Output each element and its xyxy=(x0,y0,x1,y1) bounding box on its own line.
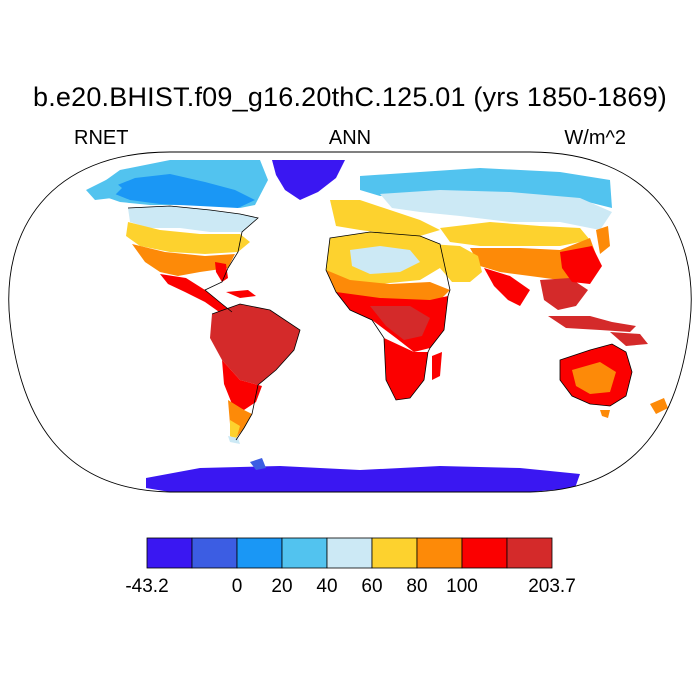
colorbar-box-5 xyxy=(371,537,418,569)
colorbar-label-4: 60 xyxy=(361,576,383,597)
coastlines xyxy=(127,205,633,441)
north-america-south xyxy=(132,244,235,276)
east-asia xyxy=(560,246,602,284)
colorbar-box-6 xyxy=(416,537,463,569)
colorbar-label-7: 203.7 xyxy=(528,576,576,597)
colorbar-box-3 xyxy=(281,537,328,569)
map-fill xyxy=(86,160,668,492)
sahara-center xyxy=(350,246,420,274)
north-america-mid xyxy=(128,206,258,232)
map-border xyxy=(8,151,692,493)
colorbar-box-2 xyxy=(236,537,283,569)
antarctic-peninsula xyxy=(250,458,266,470)
australia-interior xyxy=(572,362,616,394)
caribbean xyxy=(226,290,256,298)
colorbar-label-1: 0 xyxy=(231,576,243,597)
colorbar xyxy=(146,537,553,569)
colorbar-label-0: -43.2 xyxy=(125,576,169,597)
japan xyxy=(596,226,610,254)
europe-temperate xyxy=(330,200,440,236)
new-guinea xyxy=(610,332,648,346)
new-zealand xyxy=(650,398,668,414)
central-asia xyxy=(440,222,590,246)
colorbar-label-3: 40 xyxy=(316,576,338,597)
madagascar xyxy=(432,352,442,380)
eurasia-arctic xyxy=(360,168,612,208)
colorbar-box-7 xyxy=(461,537,508,569)
antarctica xyxy=(146,466,580,492)
north-america-temperate xyxy=(126,222,250,254)
south-america-north xyxy=(210,304,300,385)
season-label: ANN xyxy=(328,127,372,149)
colorbar-box-0 xyxy=(146,537,193,569)
units-label: W/m^2 xyxy=(564,127,626,149)
sahel xyxy=(326,270,450,300)
colorbar-box-1 xyxy=(191,537,238,569)
middle-east xyxy=(430,244,482,282)
north-america-north xyxy=(105,174,255,208)
siberia xyxy=(380,190,612,230)
colorbar-label-5: 80 xyxy=(406,576,428,597)
patagonia xyxy=(230,420,240,440)
colorbar-box-8 xyxy=(506,537,553,569)
colorbar-box-4 xyxy=(326,537,373,569)
indonesia xyxy=(548,316,636,332)
colorbar-label-6: 100 xyxy=(446,576,478,597)
tasmania xyxy=(600,410,610,418)
alaska xyxy=(86,178,122,200)
colorbar-label-2: 20 xyxy=(271,576,293,597)
india-se-asia xyxy=(484,268,530,306)
south-america-mid xyxy=(222,360,262,410)
florida xyxy=(215,262,228,282)
variable-label: RNET xyxy=(74,127,129,149)
plot-title: b.e20.BHIST.f09_g16.20thC.125.01 (yrs 18… xyxy=(32,82,667,112)
southern-africa xyxy=(384,338,428,400)
central-africa-core xyxy=(370,306,430,340)
southeast-asia xyxy=(540,278,588,310)
mexico-central-america xyxy=(160,274,232,314)
greenland xyxy=(272,160,345,200)
